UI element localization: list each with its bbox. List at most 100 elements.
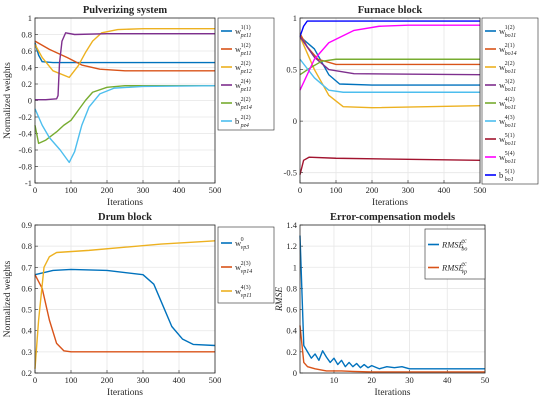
legend-label: w (235, 62, 242, 72)
x-tick-label: 50 (481, 375, 490, 385)
y-tick-label: -0.2 (19, 112, 32, 122)
axes-frame (299, 224, 486, 374)
x-tick-label: 300 (137, 375, 150, 385)
legend-subscript: pz4 (240, 122, 249, 129)
legend-superscript: 2(2) (241, 96, 251, 103)
legend-subscript: bo (461, 247, 467, 253)
legend-subscript: bo11 (505, 105, 517, 111)
series-line-5 (34, 84, 215, 145)
chart-title: Drum block (98, 212, 152, 223)
legend-superscript: 2(1) (505, 42, 515, 49)
legend-subscript: vp3 (241, 245, 250, 251)
y-tick-label: -0.8 (19, 162, 32, 172)
legend-superscript: 4(3) (241, 284, 251, 291)
y-tick-label: 1.2 (286, 241, 297, 251)
legend-label: w (499, 44, 506, 54)
legend-superscript: 4(2) (505, 96, 515, 103)
x-tick-label: 0 (298, 185, 302, 195)
x-tick-label: 40 (443, 375, 452, 385)
series-line-1 (34, 268, 216, 347)
legend-superscript: 2(2) (505, 60, 515, 67)
y-tick-label: -1 (25, 178, 32, 188)
x-tick-label: 0 (33, 375, 37, 385)
legend-subscript: bo11 (505, 87, 517, 93)
y-tick-label: 0.2 (21, 79, 32, 89)
legend-superscript: 1(1) (241, 24, 251, 31)
legend-subscript: pz11 (240, 87, 252, 93)
y-tick-label: 0.9 (21, 220, 32, 230)
x-axis-label: Iterations (372, 198, 408, 208)
y-tick-label: 0 (293, 116, 297, 126)
legend-label: RMSE (441, 240, 465, 250)
legend-superscript: 5(4) (505, 150, 515, 157)
y-tick-label: -0.4 (19, 129, 33, 139)
y-tick-label: 1 (293, 13, 297, 23)
legend-label: w (499, 26, 506, 36)
legend-label: w (499, 134, 506, 144)
legend-label: w (235, 262, 242, 272)
x-tick-label: 10 (330, 375, 339, 385)
legend-label: w (499, 80, 506, 90)
y-tick-label: 0 (28, 96, 32, 106)
legend-subscript: bo11 (505, 141, 517, 147)
y-tick-label: 0.2 (286, 347, 297, 357)
y-tick-label: 0.5 (21, 305, 32, 315)
legend-subscript: bo1 (505, 177, 514, 183)
x-tick-label: 30 (405, 375, 414, 385)
legend-label: w (235, 286, 242, 296)
y-tick-label: 0.8 (286, 283, 297, 293)
legend-label: w (499, 116, 506, 126)
legend-superscript: 5(1) (505, 168, 515, 175)
x-tick-label: 300 (402, 185, 415, 195)
legend-subscript: vp (461, 270, 467, 276)
y-tick-label: 0.7 (21, 262, 32, 272)
y-tick-label: 0.8 (21, 30, 32, 40)
legend-subscript: pz12 (240, 69, 252, 75)
legend-superscript: ec (461, 239, 467, 245)
y-tick-label: 0.2 (21, 368, 32, 378)
legend-label: RMSE (441, 263, 465, 273)
chart-panel-4: 10 20 30 40 50 0 0.2 0.4 0.6 0.8 1 1.2 1.4 Error-comp… (275, 212, 489, 398)
legend-subscript: bo11 (505, 69, 517, 75)
y-tick-label: 0.4 (286, 326, 297, 336)
legend-subscript: pz14 (240, 104, 252, 111)
x-tick-label: 200 (101, 375, 114, 385)
y-tick-label: 0.4 (21, 63, 32, 73)
y-tick-label: 0.4 (21, 326, 32, 336)
y-tick-label: -0.6 (19, 145, 32, 155)
x-axis-label: Iterations (107, 388, 143, 398)
chart-panel-1: 0 100 200 300 400 500 -1 -0.8 -0.6 -0.4 -0.2 0 0.2 0.… (3, 5, 275, 208)
legend-subscript: bo11 (505, 123, 517, 129)
legend-label: w (499, 62, 506, 72)
x-tick-label: 200 (101, 185, 114, 195)
legend-superscript: 0 (241, 237, 244, 243)
series-line-3 (34, 28, 215, 79)
series-line-1 (34, 42, 215, 64)
legend-label: b (499, 170, 503, 180)
y-axis-label: Normalized weights (3, 260, 13, 337)
series-line-6 (299, 58, 480, 93)
y-tick-label: 0.6 (21, 46, 32, 56)
legend-label: w (235, 26, 242, 36)
series-line-4 (35, 32, 215, 101)
legend-superscript: 2(3) (241, 260, 251, 267)
legend-subscript: bo11 (505, 159, 517, 165)
chart-panel-3: 0 100 200 300 400 500 0.2 0.3 0.4 0.5 0.6 0.7 0.8 0.9… (3, 212, 275, 398)
y-tick-label: 0.6 (21, 283, 32, 293)
chart-title: Error-compensation models (330, 212, 455, 223)
legend-superscript: 1(2) (241, 42, 251, 49)
legend-subscript: pz11 (240, 51, 252, 57)
y-tick-label: 1 (293, 262, 297, 272)
legend-superscript: 2(2) (241, 60, 251, 67)
legend-subscript: bo14 (505, 50, 517, 57)
y-tick-label: 0 (293, 368, 297, 378)
x-tick-label: 500 (209, 185, 222, 195)
legend-label: w (235, 44, 242, 54)
y-tick-label: 0.5 (286, 65, 297, 75)
legend-label: w (235, 98, 242, 108)
